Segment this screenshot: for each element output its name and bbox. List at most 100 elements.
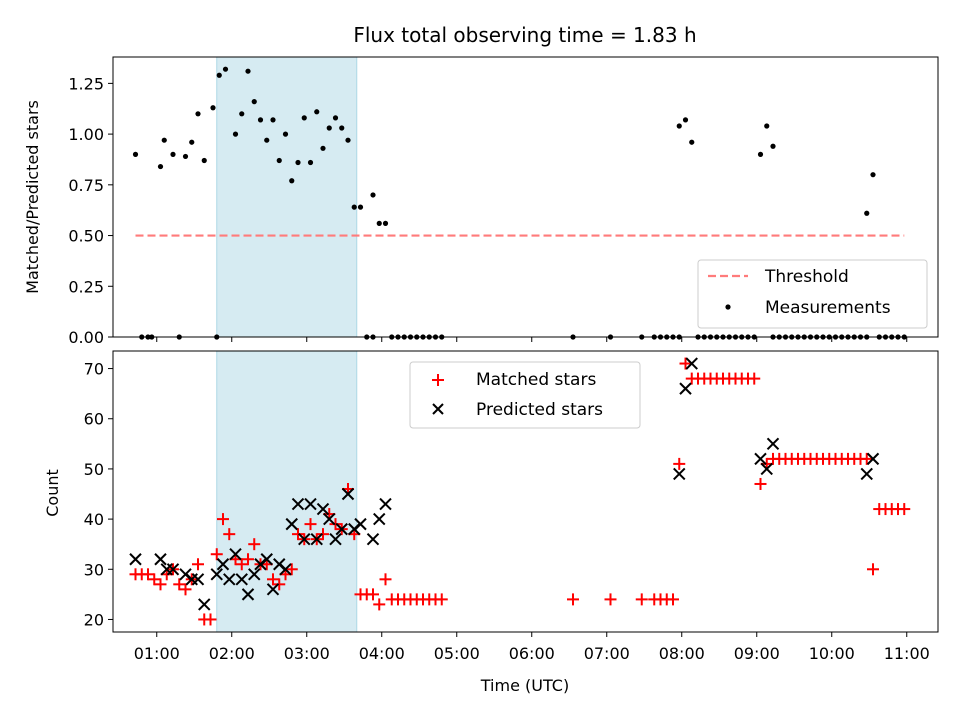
predicted-star-marker <box>335 522 348 536</box>
measurement-point <box>382 220 389 226</box>
y-tick-label: 40 <box>84 510 104 529</box>
predicted-star-marker <box>235 573 248 586</box>
top-legend: Threshold Measurements <box>697 259 928 329</box>
measurement-point <box>682 117 689 123</box>
y-tick-label: 0.50 <box>68 227 104 246</box>
measurements-legend-swatch <box>725 304 731 310</box>
measurement-point <box>314 109 320 115</box>
predicted-star-marker <box>266 583 280 596</box>
bottom-plot-frame <box>112 350 939 633</box>
predicted-star-marker <box>373 512 386 526</box>
predicted-star-marker <box>291 497 305 511</box>
predicted-star-marker <box>354 517 367 531</box>
y-tick-label: 70 <box>84 360 104 379</box>
matched-star-marker <box>860 452 873 465</box>
matched-legend-label: Matched stars <box>476 370 596 390</box>
measurement-point <box>351 204 357 210</box>
x-tick-label: 05:00 <box>434 644 480 663</box>
measurement-point <box>339 125 345 131</box>
measurement-point <box>370 192 376 198</box>
matched-star-marker <box>292 528 304 541</box>
measurement-point <box>289 178 295 184</box>
predicted-star-marker <box>760 462 773 476</box>
measurement-point <box>357 204 364 210</box>
measurement-point <box>170 151 176 157</box>
x-tick-label: 11:00 <box>884 644 930 663</box>
predicted-star-marker <box>685 357 698 370</box>
x-tick-label: 08:00 <box>659 644 705 663</box>
observing-interval-shade <box>216 350 358 633</box>
matched-star-marker <box>248 538 261 551</box>
matched-star-marker <box>154 578 167 591</box>
matched-star-marker <box>867 563 879 576</box>
measurement-point <box>864 210 870 216</box>
matched-star-marker <box>748 372 761 385</box>
matched-star-marker <box>142 568 154 581</box>
measurement-point <box>764 123 770 129</box>
matched-star-marker <box>148 573 161 586</box>
predicted-star-marker <box>241 588 255 601</box>
legend-box <box>409 361 641 429</box>
predicted-star-marker <box>248 568 261 581</box>
y-tick-label: 30 <box>84 560 104 579</box>
matched-star-marker <box>267 573 279 586</box>
matched-star-marker <box>317 528 329 541</box>
measurement-point <box>157 163 164 170</box>
x-tick-label: 02:00 <box>209 644 255 663</box>
measurement-point <box>301 115 307 121</box>
predicted-star-marker <box>260 553 273 566</box>
bottom-y-axis: 20 30 40 50 60 70 <box>84 360 113 629</box>
matched-star-marker <box>367 588 379 601</box>
chart-title: Flux total observing time = 1.83 h <box>353 23 696 47</box>
predicted-star-marker <box>860 467 873 481</box>
y-tick-label: 0.25 <box>68 277 104 296</box>
measurement-point <box>320 145 326 151</box>
measurement-point <box>257 117 264 123</box>
y-tick-label: 1.00 <box>68 125 104 144</box>
measurement-point <box>676 123 682 129</box>
predicted-star-marker <box>223 573 236 586</box>
bottom-x-axis: 01:00 02:00 03:00 04:00 05:00 06:00 07:00 08:00… <box>134 632 930 663</box>
bottom-y-axis-label: Count <box>43 469 62 517</box>
measurement-point <box>132 151 139 157</box>
top-y-axis: 0.00 0.25 0.50 0.75 1.00 1.25 <box>68 74 113 347</box>
legend-box <box>697 259 928 329</box>
measurement-point <box>276 157 282 164</box>
predicted-star-marker <box>129 553 142 566</box>
matched-star-marker <box>217 513 229 526</box>
measurement-point <box>376 220 382 226</box>
matched-star-marker <box>679 357 692 370</box>
bottom-panel: 20 30 40 50 60 70 01:00 02:00 03:00 04:00 05:00 06… <box>43 350 939 695</box>
matched-star-marker <box>898 503 911 516</box>
y-tick-label: 0.75 <box>68 176 104 195</box>
measurement-point <box>770 143 776 149</box>
matched-star-marker <box>223 528 236 541</box>
y-tick-label: 1.25 <box>68 74 104 93</box>
measurement-point <box>201 157 207 164</box>
x-tick-label: 06:00 <box>509 644 555 663</box>
measurement-point <box>239 111 245 117</box>
measurement-point <box>282 131 289 137</box>
matched-star-marker <box>210 548 223 561</box>
measurement-point <box>232 131 239 137</box>
measurement-point <box>870 172 876 178</box>
predicted-star-marker <box>679 382 692 395</box>
measurement-point <box>245 68 251 74</box>
x-tick-label: 04:00 <box>359 644 405 663</box>
matched-legend-swatch <box>432 374 444 386</box>
measurement-point <box>161 137 167 143</box>
predicted-star-marker <box>298 532 311 546</box>
matched-star-marker <box>435 593 448 606</box>
predicted-star-marker <box>866 452 880 466</box>
predicted-stars-series <box>129 357 880 611</box>
x-tick-label: 07:00 <box>584 644 630 663</box>
top-y-axis-label: Matched/Predicted stars <box>23 100 42 294</box>
y-tick-label: 20 <box>84 610 104 629</box>
x-tick-label: 09:00 <box>734 644 780 663</box>
matched-star-marker <box>273 578 286 591</box>
x-tick-label: 01:00 <box>134 644 180 663</box>
measurement-point <box>251 99 257 105</box>
predicted-star-marker <box>341 487 355 501</box>
predicted-star-marker <box>166 563 180 576</box>
